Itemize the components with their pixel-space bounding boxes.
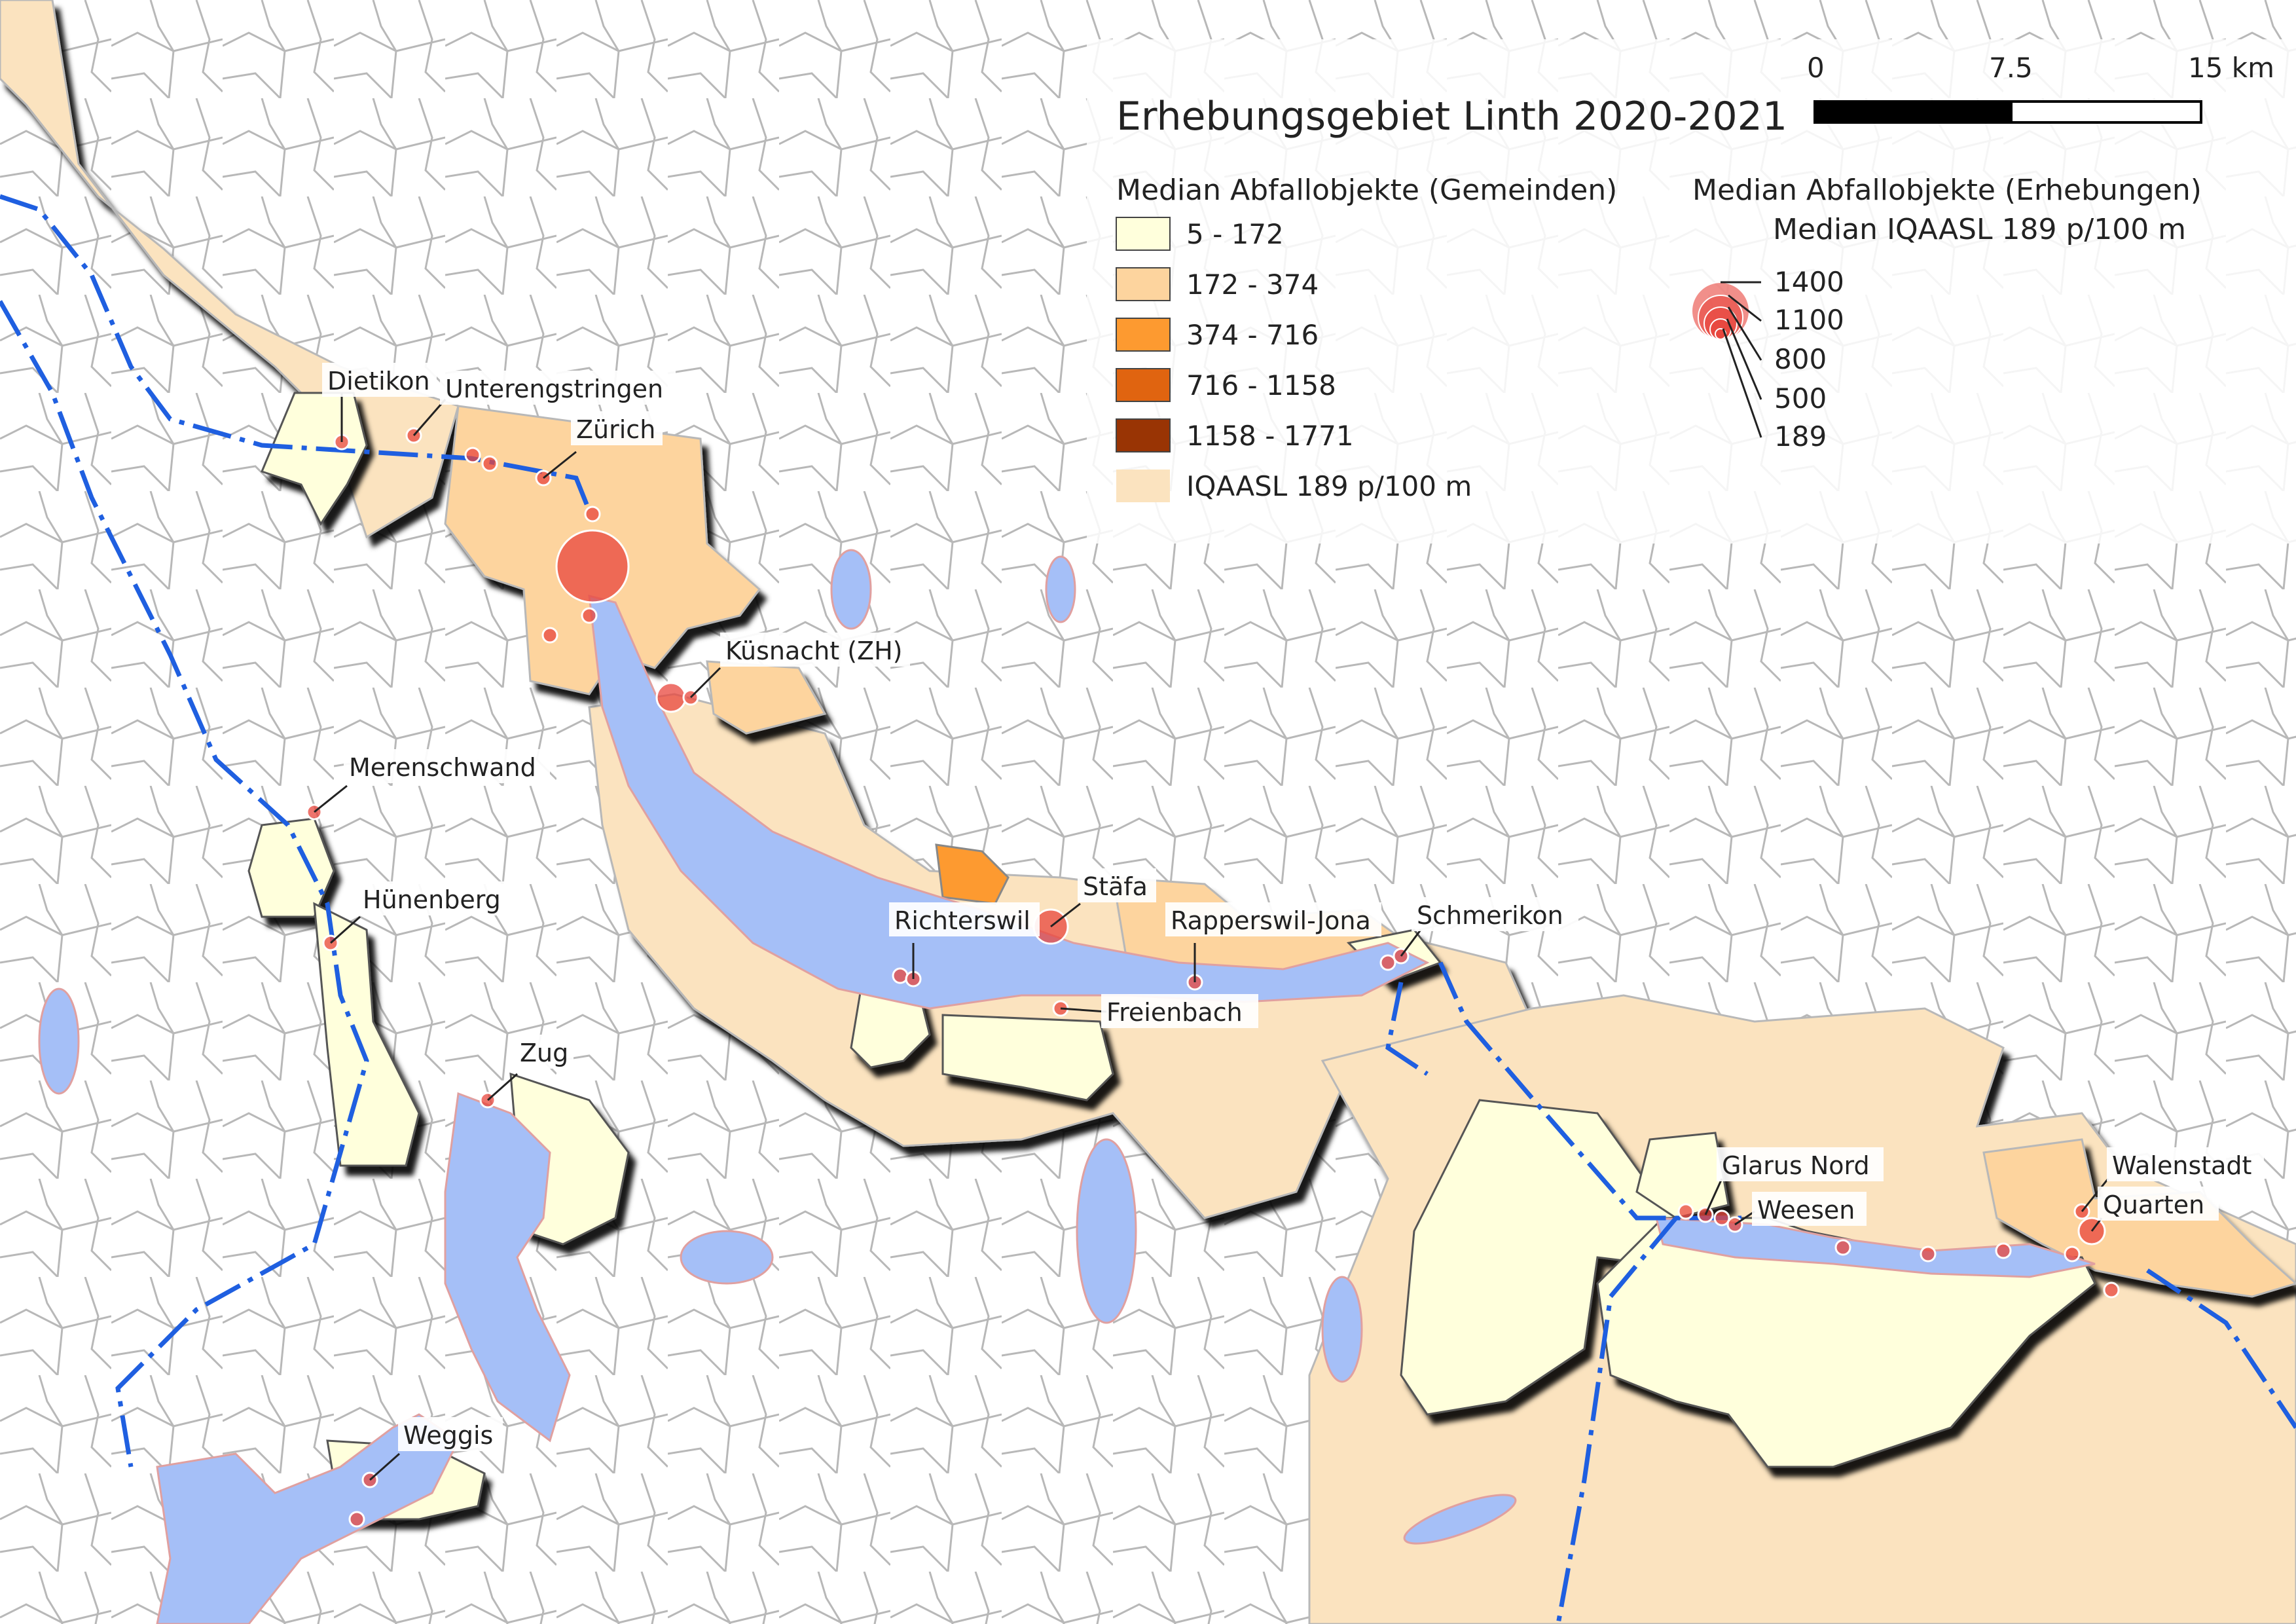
svg-text:Glarus Nord: Glarus Nord [1722, 1151, 1870, 1180]
place-label-freienbach: Freienbach [1101, 994, 1258, 1028]
place-label-stafa: Stäfa [1078, 868, 1156, 902]
svg-text:Küsnacht (ZH): Küsnacht (ZH) [725, 637, 903, 665]
svg-text:Richterswil: Richterswil [894, 906, 1030, 935]
survey-point [2103, 1282, 2120, 1299]
place-label-glarus-nord: Glarus Nord [1717, 1147, 1884, 1181]
legend-item-label: 5 - 172 [1186, 218, 1284, 250]
svg-text:Quarten: Quarten [2103, 1190, 2204, 1219]
lakes [38, 549, 2096, 1624]
place-label-richterswil: Richterswil [889, 902, 1040, 936]
place-label-unterengstringen: Unterengstringen [440, 371, 676, 405]
svg-text:Weggis: Weggis [403, 1421, 493, 1450]
place-label-quarten: Quarten [2098, 1187, 2219, 1221]
svg-text:Zürich: Zürich [576, 415, 655, 444]
svg-text:Hünenberg: Hünenberg [363, 885, 501, 914]
legend-item-label: IQAASL 189 p/100 m [1186, 470, 1472, 502]
place-label-zurich: Zürich [571, 411, 663, 445]
label-leaders [314, 393, 2109, 1481]
place-label-zug: Zug [515, 1035, 574, 1069]
legend-item-label: 1158 - 1771 [1186, 420, 1354, 452]
survey-point [1995, 1242, 2012, 1259]
survey-point [541, 627, 558, 644]
legend-item-label: 172 - 374 [1186, 268, 1319, 301]
scalebar-tick-0: 0 [1807, 52, 1825, 84]
survey-point [481, 455, 498, 472]
survey-point [1379, 954, 1396, 971]
survey-point [581, 607, 598, 624]
svg-text:Stäfa: Stäfa [1083, 872, 1148, 901]
survey-point [348, 1511, 365, 1528]
survey-point [1920, 1246, 1937, 1263]
place-label-weesen: Weesen [1752, 1192, 1867, 1226]
legend-swatch [1116, 418, 1171, 452]
legend-swatch [1116, 267, 1171, 301]
legend-erhebungen-subheading: Median IQAASL 189 p/100 m [1773, 213, 2186, 246]
proportional-symbol-legend [1691, 282, 1750, 341]
scalebar-tick-7-5: 7.5 [1989, 52, 2033, 84]
survey-point [464, 447, 481, 464]
map-title: Erhebungsgebiet Linth 2020-2021 [1116, 94, 1787, 139]
legend-size-label: 1400 [1774, 266, 1844, 298]
place-label-merenschwand: Merenschwand [344, 749, 550, 783]
place-label-walenstadt: Walenstadt [2107, 1147, 2264, 1181]
place-label-kusnacht: Küsnacht (ZH) [720, 633, 910, 667]
survey-point-kusnacht [655, 682, 687, 713]
rivers [0, 194, 2296, 1624]
legend-gemeinden-heading: Median Abfallobjekte (Gemeinden) [1116, 174, 1617, 207]
survey-point [2064, 1246, 2081, 1263]
legend-swatch [1116, 470, 1170, 502]
legend-size-label: 800 [1774, 343, 1827, 375]
legend-size-label: 500 [1774, 382, 1827, 415]
legend-item-label: 716 - 1158 [1186, 369, 1336, 401]
municipality-class-5-172 [247, 392, 2096, 1521]
scalebar: 0 7.5 15 km [1807, 52, 2274, 124]
scalebar-tick-15km: 15 km [2188, 52, 2274, 84]
legend-swatch [1116, 318, 1171, 352]
legend-gemeinden: Median Abfallobjekte (Gemeinden) 5 - 172… [1116, 174, 1617, 502]
survey-point [1677, 1203, 1694, 1220]
place-label-rapperswil-jona: Rapperswil-Jona [1165, 902, 1381, 936]
place-label-weggis: Weggis [398, 1417, 503, 1451]
place-labels: Dietikon Unterengstringen Zürich Küsnach… [322, 363, 2264, 1451]
survey-point [892, 967, 909, 984]
municipality-class-374-716 [935, 843, 1010, 905]
legend-erhebungen: Median Abfallobjekte (Erhebungen) Median… [1691, 174, 2202, 452]
svg-text:Freienbach: Freienbach [1106, 998, 1243, 1027]
legend-swatch [1116, 217, 1171, 251]
legend-size-label: 189 [1774, 420, 1827, 452]
legend-erhebungen-heading: Median Abfallobjekte (Erhebungen) [1692, 174, 2202, 207]
survey-point [1834, 1239, 1851, 1256]
legend-size-label: 1100 [1774, 304, 1844, 336]
legend-swatch [1116, 368, 1171, 402]
svg-text:Weesen: Weesen [1757, 1196, 1855, 1225]
svg-text:Dietikon: Dietikon [327, 367, 430, 396]
survey-point-zurich-large [555, 529, 630, 604]
legend-item-label: 374 - 716 [1186, 319, 1319, 351]
svg-text:Merenschwand: Merenschwand [349, 753, 536, 782]
svg-text:Rapperswil-Jona: Rapperswil-Jona [1171, 906, 1371, 935]
place-label-dietikon: Dietikon [322, 363, 437, 397]
proportional-symbol-leaders [1721, 281, 1762, 438]
svg-text:Unterengstringen: Unterengstringen [445, 375, 663, 403]
place-label-schmerikon: Schmerikon [1412, 897, 1578, 931]
survey-point [1713, 1209, 1730, 1227]
svg-text:Zug: Zug [520, 1039, 568, 1067]
place-label-hunenberg: Hünenberg [357, 881, 520, 915]
svg-text:Schmerikon: Schmerikon [1417, 901, 1563, 930]
survey-point [584, 506, 601, 523]
svg-text:Walenstadt: Walenstadt [2112, 1151, 2251, 1180]
